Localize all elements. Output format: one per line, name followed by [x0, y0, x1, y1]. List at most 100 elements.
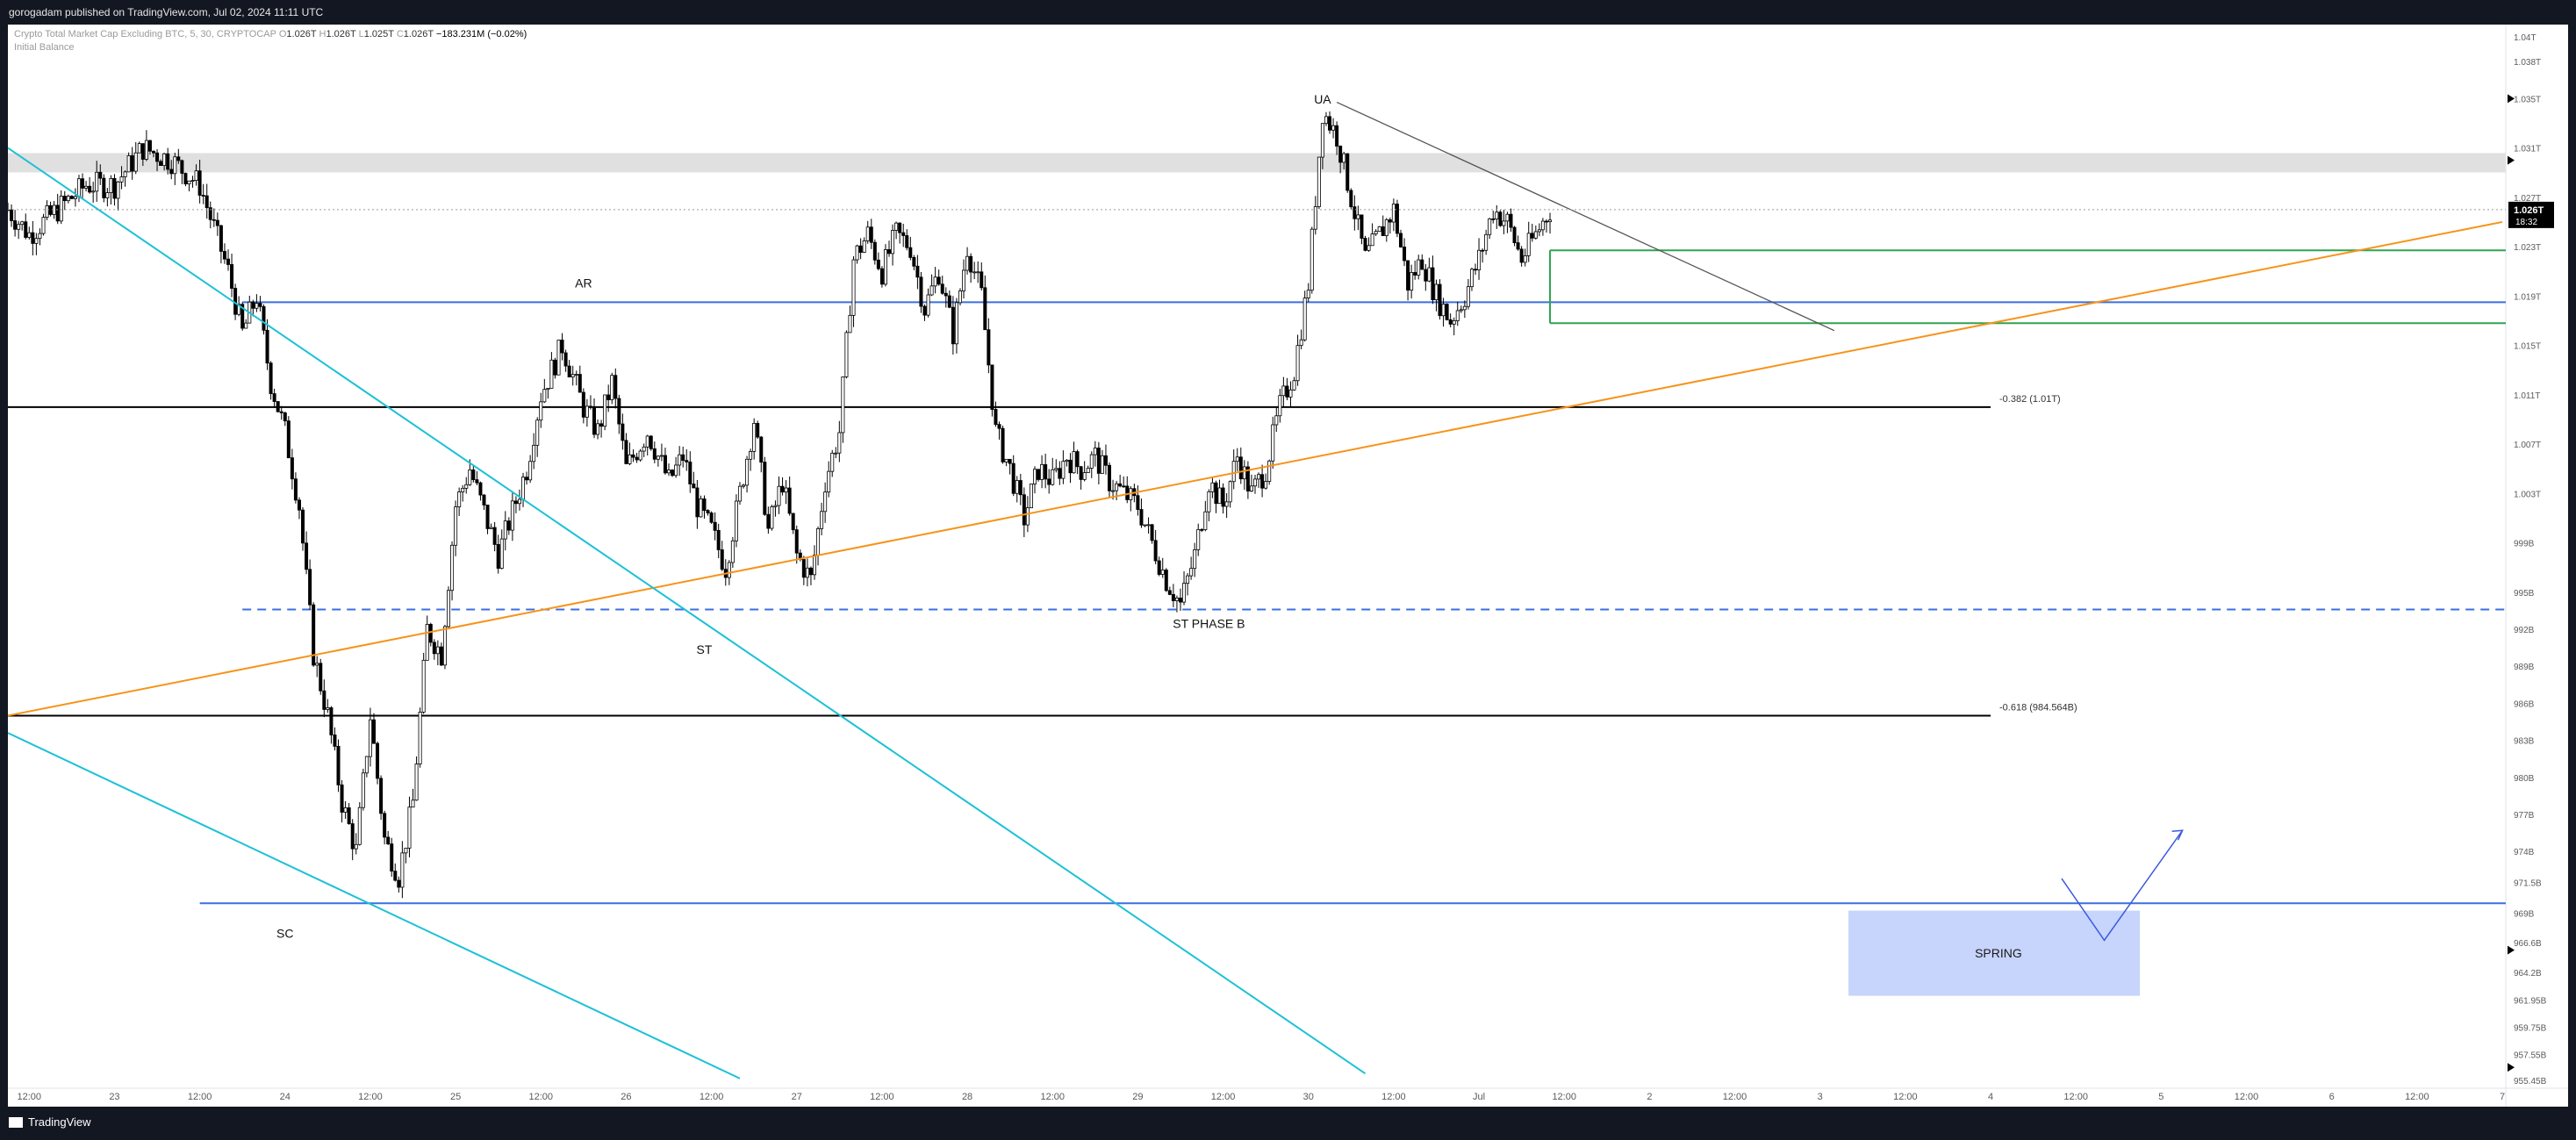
candle-body: [13, 220, 18, 230]
candle-body: [752, 422, 757, 452]
candle-body: [1221, 487, 1225, 507]
candle-body: [290, 457, 294, 480]
candle-body: [1335, 125, 1339, 147]
candle-body: [173, 156, 177, 175]
candle-body: [1228, 481, 1232, 503]
candle-body: [364, 756, 369, 774]
candle-body: [901, 232, 906, 236]
wyckoff-label: SC: [276, 927, 293, 941]
candle-body: [144, 140, 148, 160]
cyan-lower: [8, 732, 741, 1079]
candle-body: [1274, 415, 1279, 426]
candle-body: [976, 271, 980, 274]
candle-body: [38, 233, 42, 240]
candle-body: [617, 398, 621, 425]
candle-body: [905, 235, 909, 248]
y-tick-label: 977B: [2514, 811, 2535, 821]
x-tick-label: 12:00: [1381, 1092, 1406, 1102]
candle-body: [805, 567, 809, 578]
candle-body: [471, 470, 476, 481]
candle-body: [151, 150, 155, 154]
price-axis-strip: [2506, 25, 2568, 1088]
candle-body: [940, 283, 944, 294]
candle-body: [319, 663, 323, 692]
candle-body: [1338, 146, 1343, 163]
tradingview-logo[interactable]: TradingView: [9, 1115, 91, 1129]
candle-body: [1079, 466, 1083, 480]
candle-body: [1384, 219, 1388, 236]
candle-body: [1452, 320, 1456, 325]
candle-body: [1516, 242, 1520, 250]
candle-body: [1502, 220, 1506, 226]
candle-body: [681, 454, 685, 462]
candle-body: [1047, 478, 1051, 485]
candle-body: [1146, 524, 1151, 527]
candle-body: [1143, 524, 1147, 527]
candle-body: [368, 719, 372, 757]
candle-body: [1136, 495, 1140, 510]
candle-body: [947, 295, 951, 308]
candle-body: [269, 362, 273, 394]
candle-body: [1540, 220, 1545, 231]
candle-body: [574, 374, 578, 376]
candle-body: [1349, 190, 1353, 208]
candle-body: [1495, 212, 1499, 220]
candle-body: [91, 190, 96, 193]
candle-body: [1224, 501, 1229, 507]
countdown-label: 18:32: [2515, 218, 2537, 227]
candle-body: [1505, 213, 1510, 222]
candle-body: [1160, 570, 1165, 575]
candle-body: [1001, 427, 1005, 462]
candle-body: [81, 178, 85, 189]
candle-body: [1029, 484, 1033, 509]
candle-body: [730, 540, 735, 563]
low-value: 1.025T: [363, 29, 394, 39]
x-tick-label: 26: [621, 1092, 631, 1102]
candle-body: [1008, 458, 1012, 464]
candle-body: [244, 322, 248, 329]
candle-body: [162, 153, 167, 166]
y-tick-label: 1.003T: [2514, 490, 2541, 499]
candle-body: [588, 405, 592, 408]
candle-body: [190, 180, 195, 182]
candle-body: [1544, 220, 1548, 223]
candle-body: [1438, 283, 1442, 317]
candle-body: [457, 491, 462, 508]
candle-body: [180, 160, 184, 174]
candle-body: [98, 171, 103, 179]
candle-body: [827, 470, 831, 493]
candle-body: [305, 542, 309, 570]
candle-body: [1025, 507, 1030, 526]
candle-body: [1193, 549, 1197, 570]
candle-body: [1469, 269, 1474, 288]
resistance-zone: [8, 153, 2506, 173]
candle-body: [933, 276, 937, 287]
candle-body: [734, 500, 738, 541]
candle-body: [73, 196, 77, 199]
candle-body: [109, 178, 113, 193]
candle-body: [929, 285, 934, 296]
symbol-name[interactable]: Crypto Total Market Cap Excluding BTC, 5…: [14, 29, 276, 39]
candle-body: [205, 195, 209, 209]
candle-body: [532, 444, 536, 462]
candle-body: [119, 176, 124, 183]
candle-body: [1189, 568, 1194, 577]
change-value: −183.231M (−0.02%): [435, 29, 527, 39]
candle-body: [1207, 491, 1211, 513]
fib-level-label: -0.618 (984.564B): [1999, 702, 2077, 713]
candle-body: [1178, 598, 1182, 603]
candle-body: [678, 454, 682, 466]
candle-body: [560, 340, 564, 354]
candle-body: [1360, 214, 1364, 239]
candle-body: [1086, 468, 1090, 474]
candle-body: [432, 642, 436, 655]
candle-body: [464, 484, 469, 489]
grey-resistance: [1336, 101, 1835, 332]
candle-body: [624, 440, 628, 464]
candle-body: [872, 241, 877, 261]
candle-body: [990, 364, 994, 410]
indicator-name[interactable]: Initial Balance: [14, 42, 75, 53]
candle-body: [841, 376, 845, 434]
candle-body: [343, 807, 348, 813]
